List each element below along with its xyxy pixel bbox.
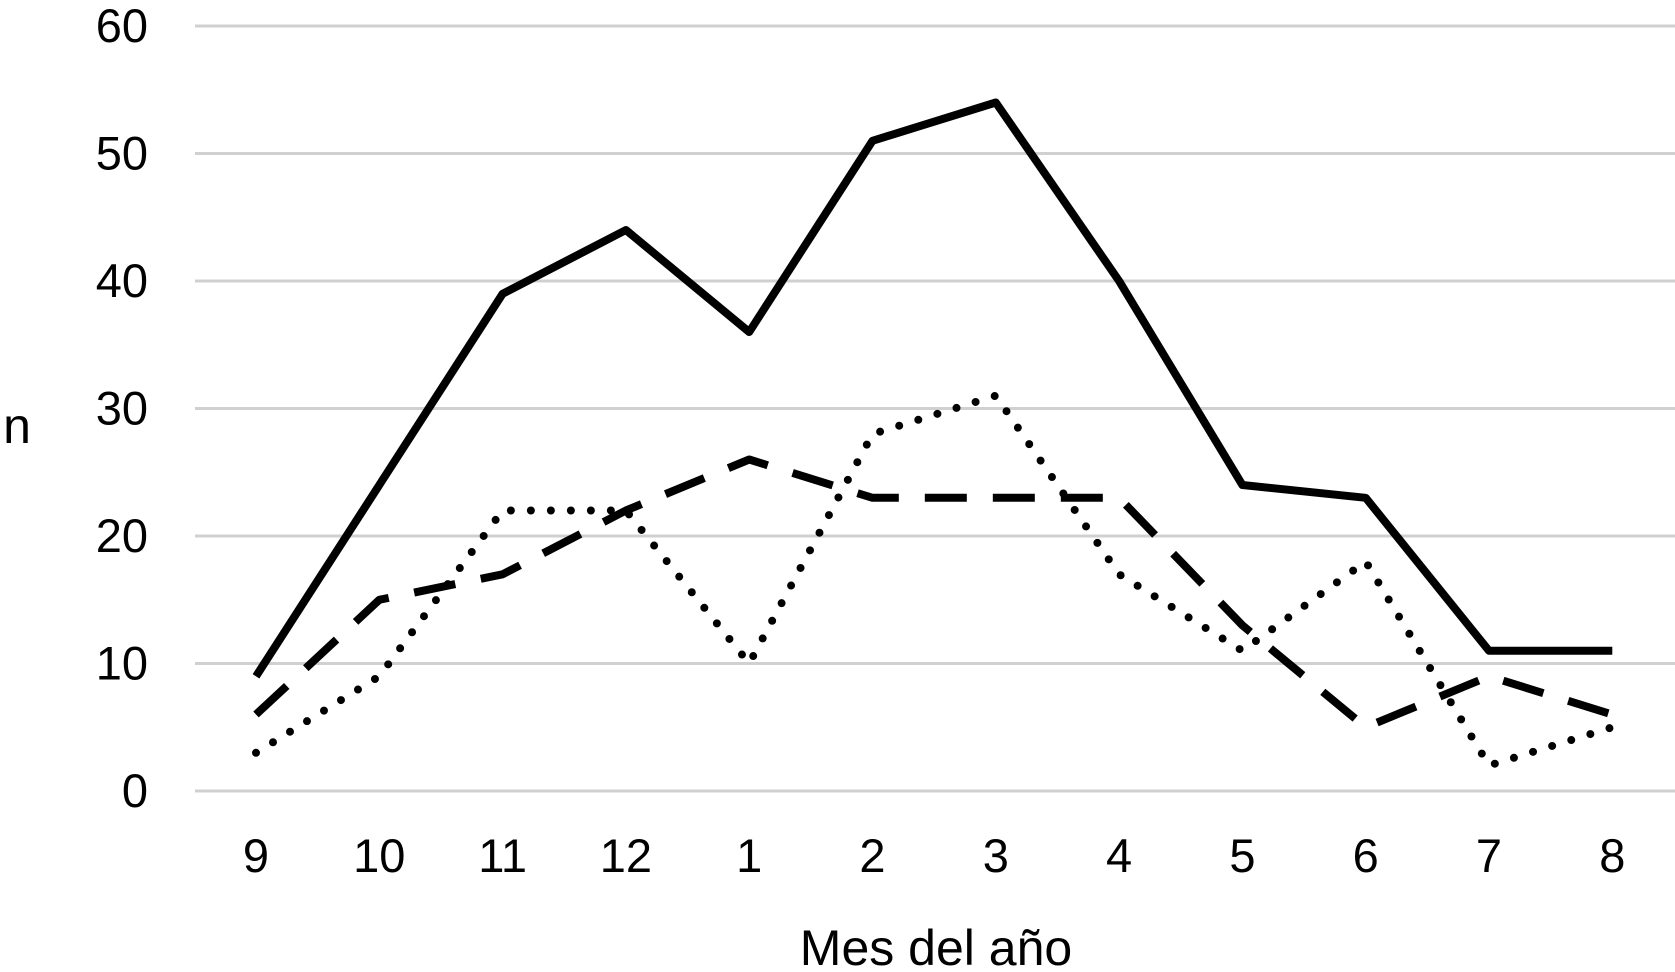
- x-tick-label: 5: [1229, 829, 1255, 882]
- x-tick-label: 7: [1476, 829, 1502, 882]
- y-tick-label: 0: [122, 764, 148, 817]
- x-tick-label: 3: [983, 829, 1009, 882]
- y-tick-label: 40: [96, 254, 148, 307]
- x-tick-label: 9: [243, 829, 269, 882]
- x-tick-label: 12: [600, 829, 652, 882]
- x-tick-label: 11: [478, 829, 527, 882]
- series-line-dashed: [253, 455, 1614, 732]
- y-tick-label: 50: [96, 127, 148, 180]
- y-tick-label: 10: [96, 637, 148, 690]
- x-tick-label: 2: [859, 829, 885, 882]
- x-axis-title: Mes del año: [800, 920, 1072, 972]
- y-tick-label: 30: [96, 382, 148, 435]
- x-tick-label: 1: [736, 829, 762, 882]
- series-line-dotted: [252, 391, 1617, 770]
- x-tick-label: 10: [353, 829, 405, 882]
- gridlines: [195, 24, 1675, 793]
- y-tick-label: 60: [96, 0, 148, 52]
- y-axis-ticks: 0 10 20 30 40 50 60: [96, 0, 148, 817]
- y-tick-label: 20: [96, 509, 148, 562]
- x-tick-label: 8: [1599, 829, 1625, 882]
- x-tick-label: 4: [1106, 829, 1132, 882]
- y-axis-title: n: [3, 398, 31, 454]
- x-axis-ticks: 9 10 11 12 1 2 3 4 5 6 7 8: [243, 829, 1625, 882]
- series-lines: [252, 98, 1617, 770]
- series-line-solid: [252, 98, 1613, 679]
- x-tick-label: 6: [1353, 829, 1379, 882]
